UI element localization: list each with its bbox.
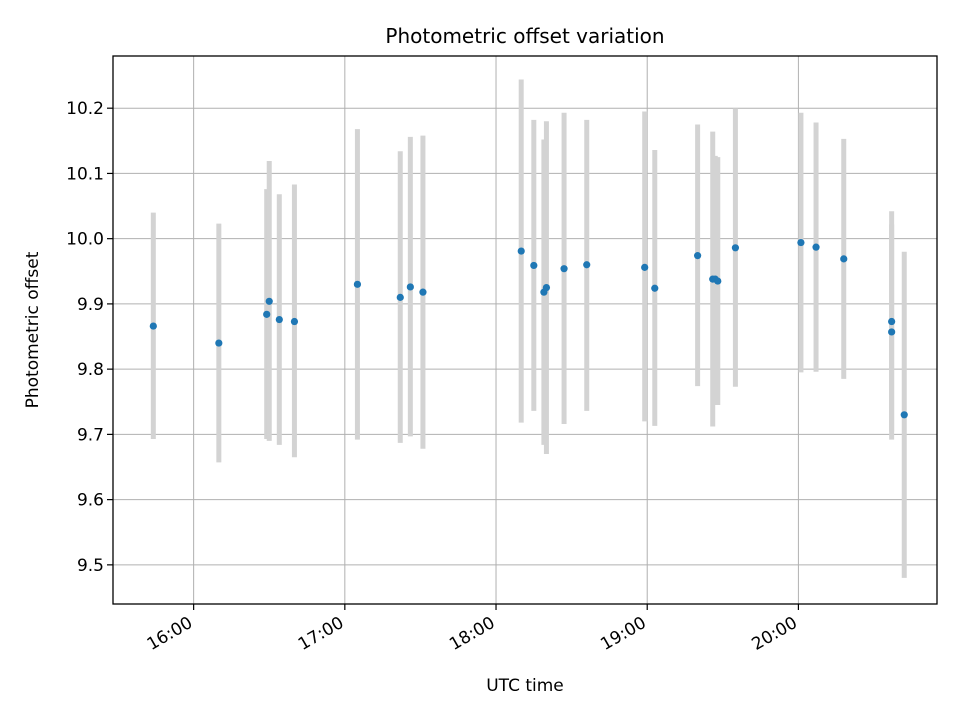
data-point bbox=[694, 252, 702, 260]
y-tick-label: 9.9 bbox=[77, 295, 104, 315]
data-point bbox=[560, 265, 568, 273]
data-point bbox=[263, 310, 271, 318]
data-point bbox=[290, 317, 299, 326]
data-point bbox=[797, 238, 805, 247]
y-axis-label: Photometric offset bbox=[23, 251, 43, 408]
data-point bbox=[149, 322, 157, 330]
y-axis-ticks: 9.5 9.6 9.7 9.8 9.9 10.0 10.1 10.2 bbox=[66, 99, 113, 576]
data-point bbox=[530, 261, 538, 270]
y-tick-label: 9.5 bbox=[77, 556, 104, 576]
y-tick-label: 9.7 bbox=[77, 425, 104, 445]
plot-frame bbox=[112, 55, 938, 605]
data-point bbox=[419, 288, 427, 296]
data-point bbox=[396, 293, 404, 301]
data-point bbox=[651, 284, 659, 292]
data-point bbox=[517, 247, 525, 255]
data-point bbox=[714, 277, 722, 285]
data-point bbox=[888, 328, 896, 336]
y-tick-label: 10.2 bbox=[66, 99, 104, 119]
x-axis-label: UTC time bbox=[486, 676, 564, 696]
chart-title: Photometric offset variation bbox=[385, 24, 664, 48]
data-point bbox=[265, 297, 273, 305]
data-point bbox=[840, 255, 848, 263]
y-tick-label: 9.6 bbox=[77, 491, 104, 511]
y-tick-label: 10.1 bbox=[66, 164, 104, 184]
data-point bbox=[542, 283, 551, 292]
data-points bbox=[149, 238, 908, 419]
data-point bbox=[275, 315, 283, 324]
data-point bbox=[641, 263, 649, 271]
data-point bbox=[215, 339, 223, 347]
data-point bbox=[731, 244, 740, 252]
data-point bbox=[900, 411, 908, 419]
y-tick-label: 10.0 bbox=[66, 230, 104, 250]
data-point bbox=[583, 261, 591, 269]
data-point bbox=[406, 283, 414, 291]
data-point bbox=[888, 317, 896, 326]
data-point bbox=[812, 243, 820, 251]
data-point bbox=[353, 280, 362, 288]
y-tick-label: 9.8 bbox=[77, 360, 104, 380]
